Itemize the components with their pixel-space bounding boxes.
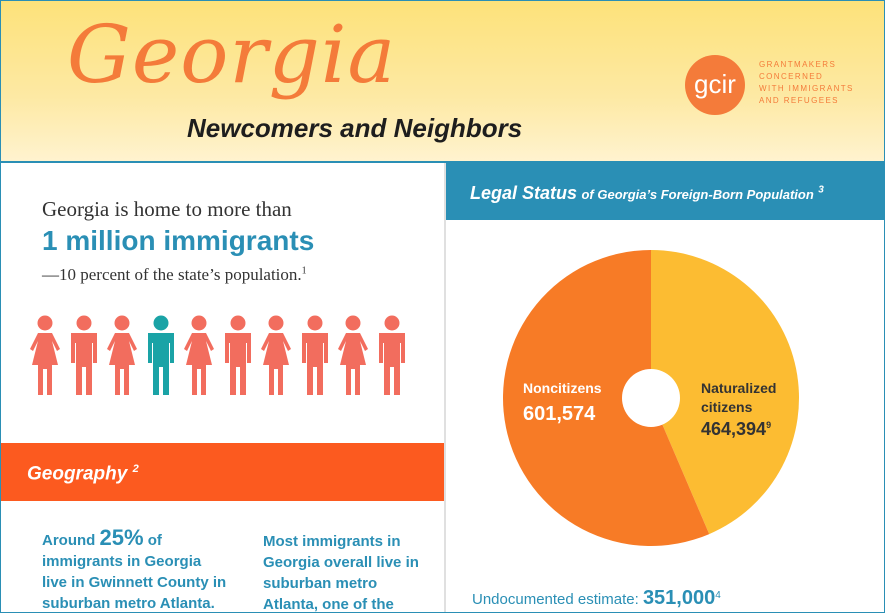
legal-status-pie-chart: Noncitizens 601,574 Naturalized citizens 464… — [502, 250, 799, 546]
people-icon-row — [27, 315, 427, 405]
footnote-marker: 4 — [715, 590, 721, 601]
pie-center-hole — [622, 369, 680, 427]
undocumented-value: 351,000 — [642, 587, 716, 609]
female-icon — [30, 315, 60, 395]
footnote-marker: 3 — [818, 184, 824, 196]
footnote-marker: 1 — [301, 265, 307, 277]
legal-title-main: Legal Status — [470, 183, 578, 203]
geography-title-text: Geography — [27, 463, 128, 485]
logo-line: AND REFUGEES — [759, 96, 839, 105]
gcir-logo-text: GRANTMAKERS CONCERNED WITH IMMIGRANTS AN… — [759, 59, 869, 107]
legal-status-header-bar: Legal Status of Georgia’s Foreign-Born P… — [446, 163, 884, 220]
intro-line: Georgia is home to more than — [42, 197, 292, 221]
undocumented-label: Undocumented estimate: — [472, 591, 639, 608]
geography-stat-suburban: Most immigrants in Georgia overall live … — [263, 533, 419, 613]
header-banner: Georgia Newcomers and Neighbors gcir GRA… — [1, 1, 884, 163]
pie-footnote-marker: 9 — [766, 420, 771, 430]
legal-status-title: Legal Status of Georgia’s Foreign-Born P… — [470, 183, 824, 204]
geo-prefix: Around — [42, 532, 96, 549]
male-icon — [147, 315, 174, 395]
page-title: Georgia — [67, 8, 397, 101]
pie-value-naturalized: 464,3949 — [701, 419, 771, 439]
legal-title-rest: of Georgia’s Foreign-Born Population — [581, 187, 814, 202]
female-icon — [107, 315, 137, 395]
pie-label-naturalized-line2: citizens — [701, 399, 753, 415]
intro-headline: 1 million immigrants — [42, 225, 315, 256]
male-icon — [301, 315, 328, 395]
pie-label-naturalized-line1: Naturalized — [701, 380, 776, 396]
female-icon — [261, 315, 291, 395]
page-subtitle: Newcomers and Neighbors — [187, 113, 523, 143]
geo-percent: 25% — [99, 525, 144, 550]
column-divider — [444, 163, 446, 612]
pie-slice-naturalized-citizens — [651, 250, 799, 535]
undocumented-estimate: Undocumented estimate: 351,0004 — [472, 587, 721, 610]
logo-line: CONCERNED — [759, 72, 824, 81]
logo-line: GRANTMAKERS — [759, 60, 837, 69]
pie-label-noncitizens: Noncitizens — [523, 380, 602, 396]
gcir-logo[interactable]: gcir — [685, 55, 745, 115]
male-icon — [378, 315, 405, 395]
intro-panel: Georgia is home to more than 1 million i… — [1, 163, 444, 612]
footnote-marker: 2 — [132, 463, 139, 475]
geography-header-bar: Geography 2 — [1, 443, 444, 501]
geography-stat-gwinnett: Around 25% of immigrants in Georgia live… — [42, 527, 227, 613]
female-icon — [184, 315, 214, 395]
pie-slice-noncitizens — [502, 250, 710, 546]
pie-value-noncitizens: 601,574 — [523, 403, 596, 425]
intro-line: —10 percent of the state’s population.1 — [42, 265, 307, 285]
logo-line: WITH IMMIGRANTS — [759, 84, 854, 93]
male-icon — [70, 315, 97, 395]
intro-line-text: —10 percent of the state’s population. — [42, 265, 302, 284]
geo-suffix: of immigrants in Georgia live in Gwinnet… — [42, 532, 227, 612]
female-icon — [338, 315, 368, 395]
geography-title: Geography 2 — [27, 463, 139, 485]
male-icon — [224, 315, 251, 395]
legal-status-panel: Legal Status of Georgia’s Foreign-Born P… — [446, 163, 884, 612]
